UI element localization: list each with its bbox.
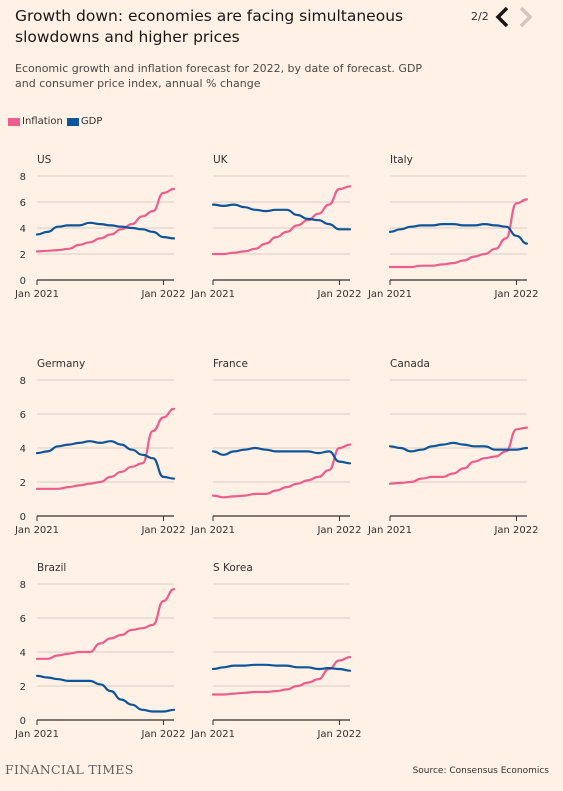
series-line-gdp (388, 441, 529, 453)
panel-title: France (213, 358, 248, 370)
series-line-inflation (211, 443, 352, 499)
x-tick-label: Jan 2021 (14, 729, 59, 740)
y-tick-label: 8 (20, 172, 26, 183)
y-tick-label: 6 (20, 410, 26, 421)
y-tick-label: 2 (20, 682, 26, 693)
y-tick-label: 2 (20, 478, 26, 489)
chart-legend: Inflation GDP (8, 116, 106, 127)
x-tick-label: Jan 2022 (140, 729, 185, 740)
panel-title: UK (213, 154, 229, 166)
series-line-inflation (35, 407, 176, 490)
series-line-gdp (211, 663, 352, 672)
x-tick-label: Jan 2021 (14, 289, 59, 300)
x-tick-label: Jan 2022 (316, 729, 361, 740)
legend-swatch-inflation (8, 117, 20, 126)
x-tick-label: Jan 2021 (190, 525, 235, 536)
series-line-gdp (35, 674, 176, 713)
legend-label-gdp: GDP (80, 116, 103, 127)
x-tick-label: Jan 2022 (316, 289, 361, 300)
y-tick-label: 6 (20, 198, 26, 209)
legend-item-inflation: Inflation (8, 116, 63, 127)
y-tick-label: 4 (20, 648, 26, 659)
y-tick-label: 4 (20, 444, 26, 455)
x-tick-label: Jan 2021 (190, 289, 235, 300)
x-tick-label: Jan 2022 (493, 525, 538, 536)
series-line-gdp (211, 446, 352, 465)
series-line-gdp (35, 221, 176, 240)
y-tick-label: 0 (20, 716, 26, 727)
series-line-inflation (388, 426, 529, 485)
y-tick-label: 0 (20, 276, 26, 287)
panel-uk: Jan 2021 Jan 2022 UK (190, 154, 362, 300)
x-tick-label: Jan 2021 (367, 525, 412, 536)
panel-us: 0 2 4 6 8 Jan 2021 Jan 2022 US (14, 154, 186, 300)
series-line-inflation (35, 187, 176, 253)
series-line-inflation (35, 588, 176, 660)
legend-swatch-gdp (66, 117, 79, 126)
panel-title: Brazil (37, 562, 66, 574)
panel-title: Germany (37, 358, 85, 370)
x-tick-label: Jan 2022 (140, 525, 185, 536)
series-line-inflation (388, 198, 529, 269)
y-tick-label: 8 (20, 376, 26, 387)
series-line-gdp (35, 440, 176, 480)
legend-item-gdp: GDP (66, 116, 103, 127)
panel-title: S Korea (213, 562, 253, 574)
chevron-left-icon[interactable] (494, 6, 512, 28)
panel-italy: Jan 2021 Jan 2022 Italy (367, 154, 539, 300)
x-tick-label: Jan 2022 (493, 289, 538, 300)
series-line-inflation (211, 656, 352, 696)
ft-logo: FINANCIAL TIMES (5, 762, 134, 777)
series-line-gdp (211, 203, 352, 231)
panel-title: US (37, 154, 52, 166)
panel-brazil: 0 2 4 6 8 Jan 2021 Jan 2022 Brazil (14, 562, 186, 740)
panel-title: Canada (390, 358, 430, 370)
panel-germany: 0 2 4 6 8 Jan 2021 Jan 2022 Germany (14, 358, 186, 536)
chart-subtitle: Economic growth and inflation forecast f… (15, 62, 423, 90)
y-tick-label: 8 (20, 580, 26, 591)
panel-canada: Jan 2021 Jan 2022 Canada (367, 358, 539, 536)
x-tick-label: Jan 2022 (316, 525, 361, 536)
panel-s-korea: Jan 2021 Jan 2022 S Korea (190, 562, 362, 740)
y-tick-label: 0 (20, 512, 26, 523)
legend-label-inflation: Inflation (22, 116, 63, 127)
page-indicator: 2/2 (471, 10, 489, 23)
y-tick-label: 4 (20, 224, 26, 235)
x-tick-label: Jan 2022 (140, 289, 185, 300)
chevron-right-icon[interactable] (516, 6, 534, 28)
x-tick-label: Jan 2021 (190, 729, 235, 740)
panel-france: Jan 2021 Jan 2022 France (190, 358, 362, 536)
chart-title: Growth down: economies are facing simult… (15, 7, 404, 46)
source-note: Source: Consensus Economics (412, 766, 549, 776)
x-tick-label: Jan 2021 (14, 525, 59, 536)
series-line-inflation (211, 185, 352, 256)
panel-title: Italy (390, 154, 413, 166)
series-line-gdp (388, 222, 529, 245)
y-tick-label: 6 (20, 614, 26, 625)
x-tick-label: Jan 2021 (367, 289, 412, 300)
y-tick-label: 2 (20, 250, 26, 261)
